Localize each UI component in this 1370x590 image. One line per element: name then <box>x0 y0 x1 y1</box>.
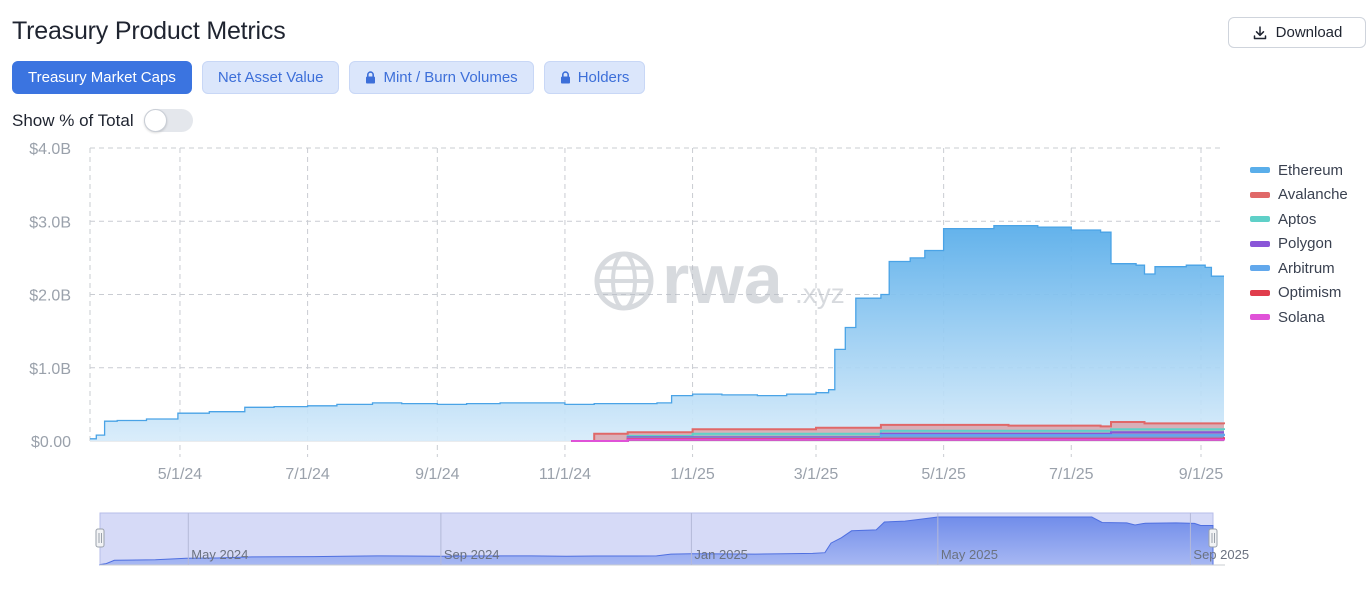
tab-label: Net Asset Value <box>217 69 324 86</box>
watermark-suffix: .xyz <box>795 278 845 309</box>
legend-label: Solana <box>1278 308 1325 326</box>
navigator-label: May 2024 <box>191 547 248 562</box>
series-group <box>90 224 1225 442</box>
legend-swatch <box>1250 191 1270 198</box>
tab-treasury-market-caps[interactable]: Treasury Market Caps <box>12 61 192 94</box>
toggle-knob <box>143 109 167 132</box>
rwa-watermark: rwa .xyz <box>594 240 845 318</box>
download-icon <box>1253 25 1266 39</box>
navigator-label: May 2025 <box>941 547 998 562</box>
x-tick-label: 5/1/24 <box>158 466 203 483</box>
series-line-solana <box>571 438 1225 442</box>
legend-label: Polygon <box>1278 235 1333 253</box>
tab-mint-burn-volumes[interactable]: Mint / Burn Volumes <box>349 61 534 94</box>
legend-item-ethereum[interactable]: Ethereum <box>1250 158 1348 183</box>
lock-icon <box>366 71 376 84</box>
series-line-ethereum <box>90 224 1224 440</box>
x-tick-label: 3/1/25 <box>794 466 839 483</box>
percent-toggle-label: Show % of Total <box>12 110 134 130</box>
percent-toggle-row: Show % of Total <box>12 109 193 132</box>
legend-item-solana[interactable]: Solana <box>1250 305 1348 330</box>
legend-label: Avalanche <box>1278 186 1348 204</box>
tab-label: Treasury Market Caps <box>28 69 176 86</box>
legend-item-optimism[interactable]: Optimism <box>1250 281 1348 306</box>
legend-label: Ethereum <box>1278 161 1344 179</box>
navigator-label: Sep 2024 <box>444 547 500 562</box>
tab-net-asset-value[interactable]: Net Asset Value <box>201 61 340 94</box>
legend-swatch <box>1250 240 1270 247</box>
tab-label: Holders <box>577 69 630 86</box>
legend-swatch <box>1250 314 1270 321</box>
y-tick-label: $3.0B <box>29 214 71 231</box>
navigator-label: Jan 2025 <box>694 547 748 562</box>
legend-item-polygon[interactable]: Polygon <box>1250 232 1348 257</box>
legend-swatch <box>1250 216 1270 223</box>
y-tick-label: $4.0B <box>29 141 71 158</box>
y-tick-label: $0.00 <box>31 434 71 451</box>
legend-label: Aptos <box>1278 210 1317 228</box>
y-tick-label: $2.0B <box>29 288 71 305</box>
page-title: Treasury Product Metrics <box>12 17 286 45</box>
handle-grip <box>1208 528 1218 548</box>
legend-swatch <box>1250 265 1270 272</box>
legend-item-arbitrum[interactable]: Arbitrum <box>1250 256 1348 281</box>
legend-label: Optimism <box>1278 284 1342 302</box>
tab-holders[interactable]: Holders <box>543 61 646 94</box>
x-tick-label: 1/1/25 <box>670 466 715 483</box>
navigator-label: Sep 2025 <box>1193 547 1249 562</box>
tab-label: Mint / Burn Volumes <box>383 69 518 86</box>
navigator-series <box>99 516 1214 566</box>
handle-grip <box>95 528 105 548</box>
legend-item-aptos[interactable]: Aptos <box>1250 207 1348 232</box>
x-tick-label: 9/1/24 <box>415 466 460 483</box>
x-tick-label: 7/1/25 <box>1049 466 1094 483</box>
globe-icon <box>594 251 654 311</box>
legend-label: Arbitrum <box>1278 259 1335 277</box>
chart-legend: Ethereum Avalanche Aptos Polygon Arbitrum Opt… <box>1250 158 1348 330</box>
series-area-ethereum <box>90 225 1224 441</box>
x-tick-label: 11/1/24 <box>539 466 591 483</box>
legend-item-avalanche[interactable]: Avalanche <box>1250 183 1348 208</box>
x-tick-label: 9/1/25 <box>1179 466 1224 483</box>
legend-swatch <box>1250 167 1270 174</box>
watermark-text: rwa <box>662 240 784 318</box>
y-tick-label: $1.0B <box>29 361 71 378</box>
navigator-left-handle[interactable] <box>95 528 105 548</box>
x-tick-label: 7/1/24 <box>285 466 330 483</box>
percent-toggle[interactable] <box>143 109 193 132</box>
x-tick-label: 5/1/25 <box>921 466 966 483</box>
metric-tabs: Treasury Market Caps Net Asset Value Mint … <box>12 61 646 94</box>
download-button[interactable]: Download <box>1228 17 1366 48</box>
series-line-avalanche <box>571 421 1225 442</box>
lock-icon <box>560 71 570 84</box>
navigator-right-handle[interactable] <box>1208 528 1218 548</box>
legend-swatch <box>1250 289 1270 296</box>
download-label: Download <box>1275 24 1343 41</box>
